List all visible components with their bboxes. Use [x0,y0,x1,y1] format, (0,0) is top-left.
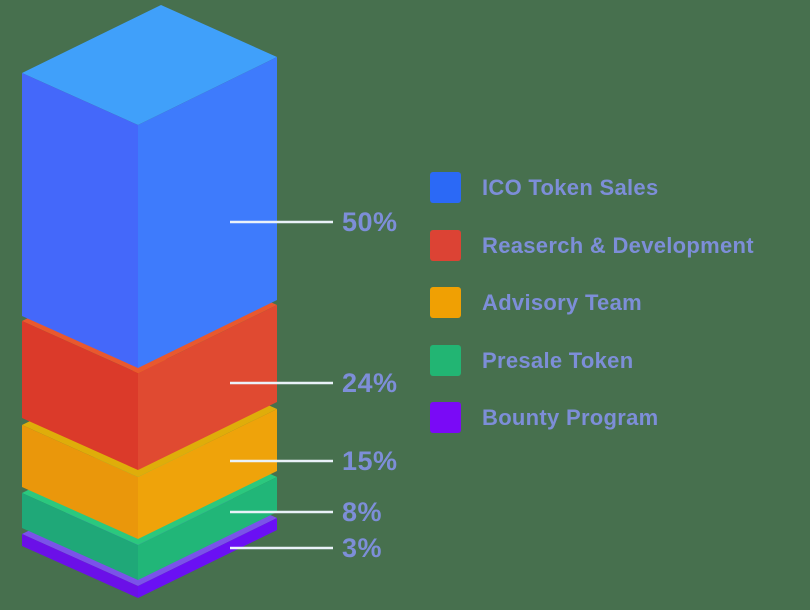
legend-swatch-reaserch-development [430,230,461,261]
value-label-bounty-program: 3% [342,533,383,563]
legend-label-presale-token: Presale Token [482,347,634,373]
value-label-advisory-team: 15% [342,446,398,476]
segment-reaserch-development-left-face [22,321,138,470]
legend-item-reaserch-development: Reaserch & Development [430,230,754,261]
segment-advisory-team-left-face [22,425,138,539]
legend-item-bounty-program: Bounty Program [430,402,659,433]
segment-bounty-program-right-face [138,518,277,598]
value-label-presale-token: 8% [342,497,383,527]
legend-swatch-ico-token-sales [430,172,461,203]
legend-label-ico-token-sales: ICO Token Sales [482,174,659,200]
legend-item-ico-token-sales: ICO Token Sales [430,172,658,203]
value-label-reaserch-development: 24% [342,368,398,398]
value-label-ico-token-sales: 50% [342,207,398,237]
segment-advisory-team-right-face [138,409,277,539]
segment-ico-token-sales-right-face [138,57,277,368]
legend-swatch-advisory-team [430,287,461,318]
segment-presale-token-left-face [22,493,138,580]
segment-presale-token-right-face [138,477,277,580]
segment-ico-token-sales-top-face [22,5,277,125]
segment-reaserch-development-right-face [138,305,277,470]
segment-bounty-program-left-face [22,534,138,598]
legend-label-advisory-team: Advisory Team [482,289,642,315]
legend-swatch-bounty-program [430,402,461,433]
legend-swatch-presale-token [430,345,461,376]
legend-label-bounty-program: Bounty Program [482,404,659,430]
legend-label-reaserch-development: Reaserch & Development [482,232,754,258]
legend-item-presale-token: Presale Token [430,345,633,376]
legend-item-advisory-team: Advisory Team [430,287,642,318]
segment-ico-token-sales-left-face [22,73,138,368]
